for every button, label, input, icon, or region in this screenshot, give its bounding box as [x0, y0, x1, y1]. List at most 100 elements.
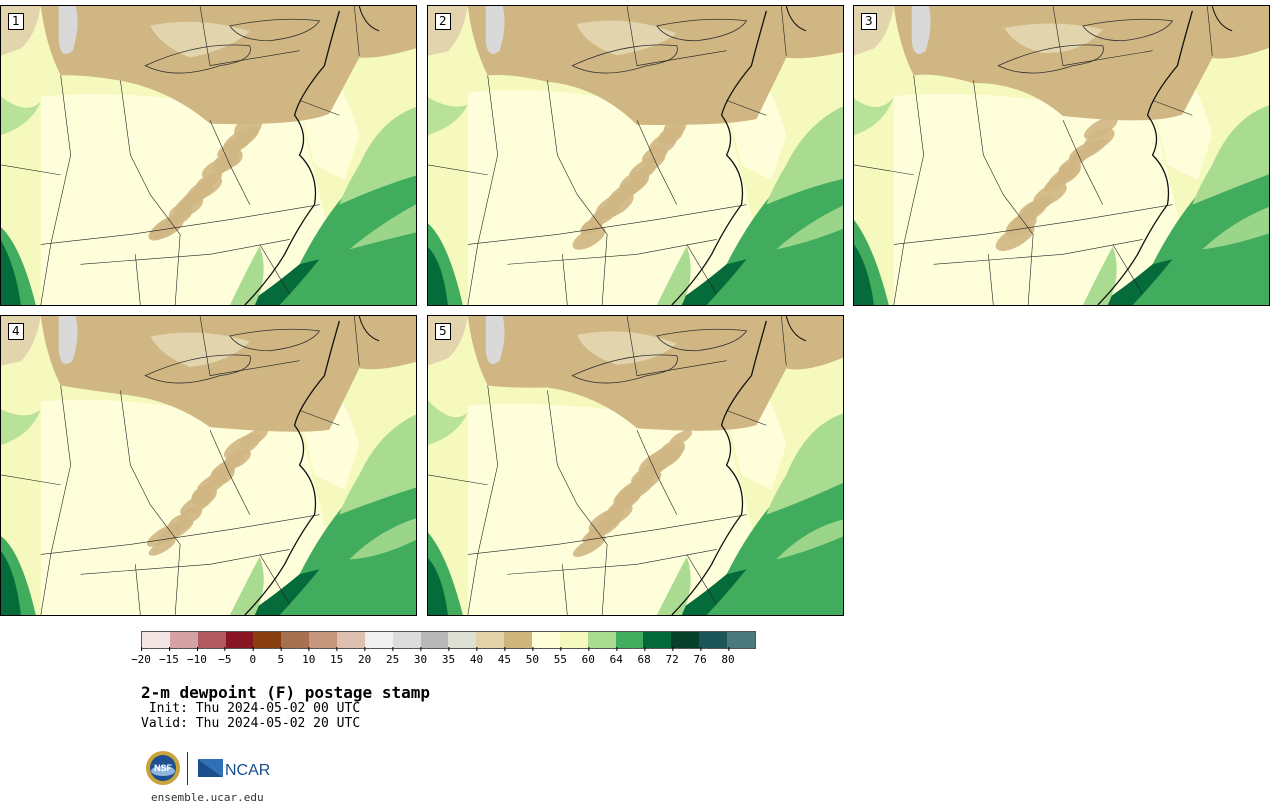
state-border [1, 164, 61, 176]
state-border [1152, 100, 1193, 116]
map-panel-4: 4 [0, 315, 417, 616]
colorbar-swatch [309, 632, 338, 648]
dry-air-patch [234, 116, 262, 140]
colorbar-swatch [559, 632, 588, 648]
moist-area [229, 246, 264, 305]
dry-air-patch [1083, 128, 1115, 151]
moist-area [349, 518, 416, 560]
state-border [562, 254, 568, 305]
state-border [209, 120, 251, 205]
lake-ontario-outline [656, 328, 748, 352]
state-border [636, 430, 678, 515]
coastline [358, 6, 380, 32]
lake-michigan [58, 316, 78, 365]
state-border [428, 164, 488, 176]
lake-erie-outline [571, 354, 678, 384]
state-border [354, 316, 360, 366]
coastline [244, 320, 340, 615]
state-border [299, 100, 340, 116]
coastline [244, 10, 340, 305]
colorbar-tick-label: 30 [414, 647, 427, 666]
dry-air-patch [148, 537, 176, 556]
state-border [40, 204, 320, 245]
colorbar-swatch [169, 632, 198, 648]
lake-michigan [58, 6, 78, 55]
dry-air-patch [572, 535, 606, 557]
colorbar-swatch [532, 632, 560, 648]
map-panel-5: 5 [427, 315, 844, 616]
state-border [547, 390, 608, 615]
moist-area [776, 205, 843, 250]
state-border [135, 564, 141, 615]
map-image [1, 6, 416, 305]
state-border [467, 514, 747, 555]
colorbar-tick-label: −20 [131, 647, 151, 666]
panel-label: 3 [861, 13, 877, 30]
coastline [671, 10, 767, 305]
colorbar-tick-label: 55 [554, 647, 567, 666]
lake-erie-outline [144, 354, 251, 384]
colorbar-swatch [392, 632, 421, 648]
state-border [80, 549, 290, 575]
state-border [40, 385, 71, 615]
colorbar-tick-label: 64 [610, 647, 623, 666]
init-time: Init: Thu 2024-05-02 00 UTC [141, 701, 361, 716]
dry-air-area [893, 6, 1269, 121]
ncar-logo-text: NCAR [225, 762, 270, 779]
state-border [40, 75, 71, 305]
moist-area [1082, 246, 1117, 305]
state-border [893, 204, 1173, 245]
dry-air-light-area [577, 331, 677, 365]
state-border [726, 410, 767, 426]
moist-area [339, 107, 416, 205]
colorbar-tick-label: 72 [666, 647, 679, 666]
colorbar-tick-label: 68 [638, 647, 651, 666]
colorbar-swatch [615, 632, 644, 648]
colorbar-tick-label: 20 [358, 647, 371, 666]
state-border [209, 430, 251, 515]
moist-area [1, 96, 41, 136]
dry-air-patch [239, 428, 268, 448]
state-border [636, 120, 678, 205]
lake-ontario-outline [656, 18, 748, 42]
state-border [781, 6, 787, 56]
panel-label: 1 [8, 13, 24, 30]
colorbar-tick-label: 10 [302, 647, 315, 666]
state-border [428, 474, 488, 486]
nsf-logo: NSF [146, 751, 180, 785]
coastline [358, 316, 380, 342]
state-border [507, 549, 717, 575]
dry-air-light-area [577, 20, 677, 56]
map-image [428, 316, 843, 615]
colorbar-swatch [253, 632, 282, 648]
panel-label: 2 [435, 13, 451, 30]
moist-area [656, 556, 691, 615]
map-panel-3: 3 [853, 5, 1270, 306]
state-border [199, 316, 300, 376]
moist-area [428, 400, 468, 446]
colorbar-swatch [420, 632, 449, 648]
lake-erie-outline [571, 44, 678, 74]
colorbar-tick-label: 5 [277, 647, 284, 666]
state-border [781, 316, 787, 366]
state-border [726, 100, 767, 116]
state-border [467, 385, 498, 615]
dry-air-patch [658, 440, 686, 462]
state-border [547, 80, 608, 305]
lake-michigan [911, 6, 931, 55]
lake-erie-outline [144, 44, 251, 74]
colorbar-tick-label: −10 [187, 647, 207, 666]
state-border [893, 75, 924, 305]
state-border [135, 254, 141, 305]
lake-ontario-outline [229, 328, 321, 352]
colorbar-swatch [643, 632, 672, 648]
coastline [785, 6, 807, 32]
state-border [988, 254, 994, 305]
panel-label: 5 [435, 323, 451, 340]
colorbar-swatch [281, 632, 310, 648]
state-border [120, 80, 181, 305]
site-url: ensemble.ucar.edu [151, 791, 264, 804]
state-border [120, 390, 181, 615]
state-border [854, 164, 914, 176]
very-moist-area [854, 244, 874, 305]
